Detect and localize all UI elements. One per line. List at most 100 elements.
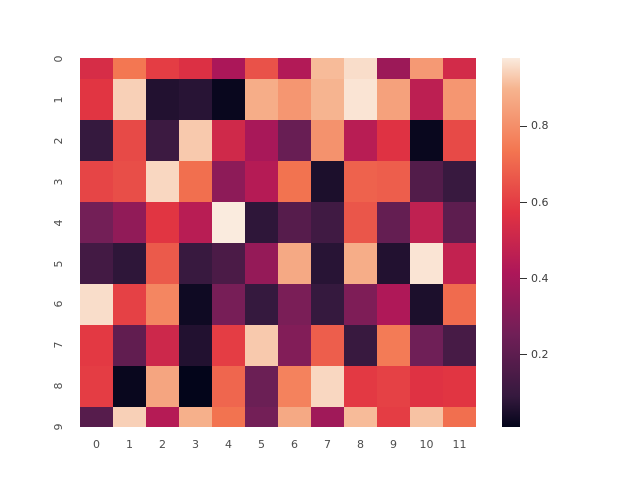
heatmap-cell [410, 160, 443, 202]
heatmap-cell [443, 160, 476, 202]
heatmap-cell [245, 201, 278, 243]
heatmap-cell [311, 406, 344, 427]
colorbar-gradient [502, 58, 520, 427]
heatmap-cell [212, 58, 245, 79]
heatmap-cell [113, 406, 146, 427]
heatmap-cell [443, 58, 476, 79]
heatmap-cell [179, 242, 212, 284]
heatmap-cell [443, 201, 476, 243]
heatmap-cell [245, 365, 278, 407]
heatmap-cell [443, 119, 476, 161]
heatmap-cell [113, 58, 146, 79]
heatmap-cell [278, 58, 311, 79]
heatmap-cell [80, 365, 113, 407]
heatmap-cell [278, 119, 311, 161]
heatmap-cell [410, 58, 443, 79]
heatmap-cell [278, 283, 311, 325]
heatmap-cell [311, 242, 344, 284]
heatmap-cell [179, 406, 212, 427]
heatmap-cell [377, 119, 410, 161]
y-tick-label: 4 [51, 219, 65, 227]
heatmap-cell [245, 119, 278, 161]
heatmap-cell [212, 78, 245, 120]
heatmap-cell [443, 242, 476, 284]
y-tick-label: 0 [51, 55, 65, 63]
heatmap-cell [377, 324, 410, 366]
heatmap-cell [146, 283, 179, 325]
x-tick-label: 1 [126, 438, 133, 451]
heatmap-cell [344, 78, 377, 120]
heatmap-cell [377, 283, 410, 325]
heatmap-cell [80, 242, 113, 284]
heatmap-cell [146, 160, 179, 202]
x-tick-label: 7 [324, 438, 331, 451]
heatmap-cell [179, 201, 212, 243]
heatmap-cell [146, 324, 179, 366]
heatmap-cell [212, 324, 245, 366]
y-tick-label: 6 [51, 300, 65, 308]
heatmap-cell [80, 78, 113, 120]
heatmap-cell [410, 324, 443, 366]
heatmap-cell [344, 160, 377, 202]
x-tick-label: 0 [93, 438, 100, 451]
heatmap-cell [278, 365, 311, 407]
heatmap-cell [410, 201, 443, 243]
heatmap-cell [179, 58, 212, 79]
heatmap-cell [212, 119, 245, 161]
x-tick-label: 9 [390, 438, 397, 451]
heatmap-cell [278, 201, 311, 243]
heatmap-cell [146, 201, 179, 243]
heatmap-cell [212, 242, 245, 284]
heatmap-cell [80, 201, 113, 243]
colorbar-tick-mark [520, 277, 527, 280]
heatmap-cell [278, 242, 311, 284]
heatmap-cell [146, 119, 179, 161]
heatmap-cell [443, 283, 476, 325]
heatmap-cell [410, 365, 443, 407]
heatmap-cell [212, 201, 245, 243]
colorbar-tick-mark [520, 125, 527, 128]
heatmap-cell [179, 78, 212, 120]
heatmap-cell [344, 58, 377, 79]
heatmap-cell [377, 160, 410, 202]
heatmap-cell [80, 406, 113, 427]
y-tick-label: 2 [51, 137, 65, 145]
heatmap-cell [113, 119, 146, 161]
colorbar-tick-label: 0.4 [531, 271, 549, 285]
y-tick-label: 1 [51, 96, 65, 104]
heatmap-cell [344, 119, 377, 161]
heatmap-cell [410, 78, 443, 120]
heatmap-cell [113, 324, 146, 366]
y-tick-label: 8 [51, 382, 65, 390]
heatmap-cell [311, 201, 344, 243]
y-tick-label: 3 [51, 178, 65, 186]
y-tick-label: 5 [51, 260, 65, 267]
heatmap-cell [410, 283, 443, 325]
heatmap-cell [245, 242, 278, 284]
heatmap-cell [146, 406, 179, 427]
x-tick-label: 2 [159, 438, 166, 451]
heatmap-cell [311, 365, 344, 407]
heatmap-cell [344, 406, 377, 427]
heatmap-cell [113, 283, 146, 325]
heatmap-cell [311, 58, 344, 79]
colorbar-tick-label: 0.6 [531, 195, 549, 209]
colorbar-tick-label: 0.8 [531, 119, 549, 133]
heatmap-cell [410, 406, 443, 427]
heatmap-cell [113, 160, 146, 202]
x-tick-label: 10 [419, 438, 434, 451]
heatmap-cell [344, 324, 377, 366]
heatmap-cell [443, 324, 476, 366]
heatmap-cell [344, 201, 377, 243]
heatmap-cell [278, 324, 311, 366]
heatmap-cell [245, 58, 278, 79]
heatmap-cell [80, 160, 113, 202]
heatmap-cell [278, 160, 311, 202]
heatmap-cell [212, 160, 245, 202]
heatmap-cell [146, 242, 179, 284]
heatmap-cell [245, 283, 278, 325]
heatmap-cell [344, 283, 377, 325]
heatmap-cell [179, 365, 212, 407]
x-tick-label: 3 [192, 438, 199, 451]
